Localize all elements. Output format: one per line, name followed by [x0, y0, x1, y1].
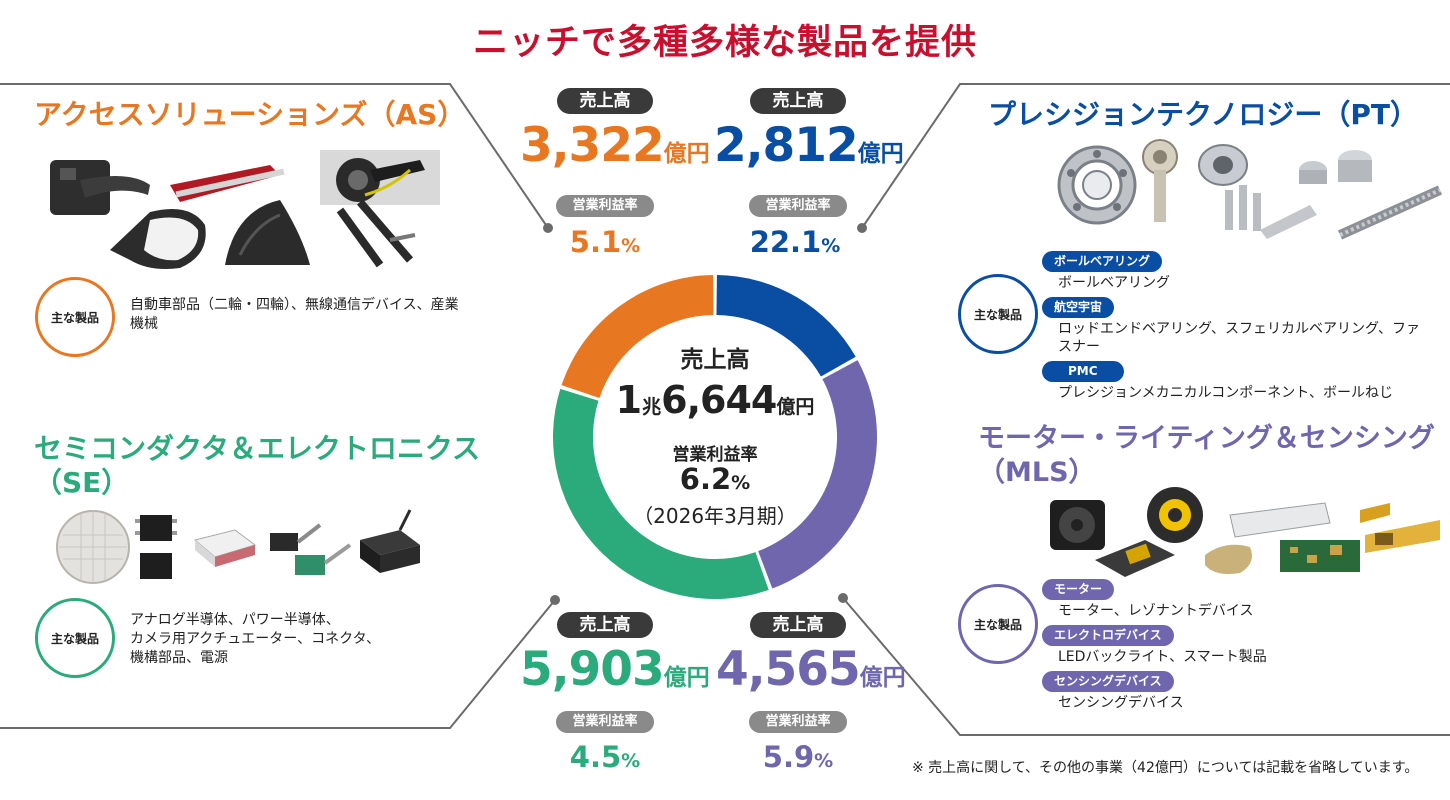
mls-category-text: LEDバックライト、スマート製品	[1058, 649, 1267, 665]
chip-image	[135, 515, 177, 579]
pt-sales-value: 2,812億円	[714, 118, 904, 173]
se-segment-title: セミコンダクタ＆エレクトロニクス （SE）	[34, 432, 481, 499]
as-sales-label: 売上高	[557, 88, 653, 114]
se-sales-value: 5,903億円	[520, 642, 710, 697]
as-product-images	[50, 150, 440, 269]
mls-category-text: モーター、レゾナントデバイス	[1058, 603, 1254, 619]
connector-image	[270, 523, 352, 575]
pt-category-label: 航空宇宙	[1042, 297, 1115, 318]
pmc-component-image	[1299, 150, 1372, 184]
ball-bearing-image	[1057, 145, 1137, 225]
shark-fin-antenna-image	[225, 200, 310, 265]
se-margin-label: 営業利益率	[556, 711, 654, 733]
actuator-image	[193, 529, 257, 567]
sales-donut-chart	[553, 275, 877, 599]
center-margin-label: 営業利益率	[672, 445, 758, 465]
se-product-images	[56, 509, 420, 584]
donut-slice-mls	[758, 360, 877, 589]
pt-sales-label: 売上高	[750, 88, 846, 114]
power-supply-image	[360, 509, 420, 573]
pt-category-text: プレシジョンメカニカルコンポーネント、ボールねじ	[1058, 385, 1394, 401]
ball-screw-image	[1337, 185, 1443, 240]
mls-sales-value: 4,565億円	[716, 642, 906, 697]
donut-slice-as	[561, 275, 714, 398]
donut-slice-se	[553, 388, 769, 599]
mls-category-label: エレクトロデバイス	[1042, 625, 1174, 646]
pt-category-pmc: PMC プレシジョンメカニカルコンポーネント、ボールねじ	[1042, 360, 1442, 402]
as-margin-value: 5.1%	[569, 225, 641, 259]
mls-main-products-badge: 主な製品	[958, 584, 1038, 664]
pt-segment-title: プレシジョンテクノロジー（PT）	[988, 98, 1418, 131]
pt-category-aerospace: 航空宇宙 ロッドエンドベアリング、スフェリカルベアリング、ファスナー	[1042, 296, 1442, 356]
rod-end-bearing-image	[1142, 139, 1178, 222]
mls-category-motor: モーター モーター、レゾナントデバイス	[1042, 578, 1442, 620]
mls-category-text: センシングデバイス	[1058, 695, 1184, 711]
as-sales-value: 3,322億円	[520, 118, 710, 173]
pt-main-products-badge: 主な製品	[958, 274, 1038, 354]
center-margin-value: 6.2%	[679, 462, 751, 496]
donut-slice-pt	[716, 275, 856, 377]
pt-category-label: ボールベアリング	[1042, 251, 1163, 272]
as-products-text: 自動車部品（二輪・四輪）、無線通信デバイス、産業機械	[130, 297, 459, 332]
pt-category-text: ロッドエンドベアリング、スフェリカルベアリング、ファスナー	[1058, 321, 1421, 355]
center-period: （2026年3月期）	[633, 504, 797, 528]
wafer-image	[56, 510, 130, 584]
footnote: ※ 売上高に関して、その他の事業（42億円）については記載を省略しています。	[912, 760, 1419, 776]
pt-margin-value: 22.1%	[749, 225, 841, 259]
mls-category-list: モーター モーター、レゾナントデバイス エレクトロデバイス LEDバックライト、…	[1042, 578, 1442, 712]
mls-category-label: センシングデバイス	[1042, 671, 1174, 692]
pt-margin-label: 営業利益率	[749, 195, 847, 217]
center-sales-label: 売上高	[680, 347, 750, 373]
pt-category-label: PMC	[1042, 361, 1124, 382]
ev-charger-image	[320, 150, 440, 205]
mls-category-label: モーター	[1042, 579, 1115, 600]
se-products-text: アナログ半導体、パワー半導体、 カメラ用アクチュエーター、コネクタ、 機構部品、…	[130, 612, 381, 666]
fan-motor-image	[1050, 500, 1105, 550]
pt-category-text: ボールベアリング	[1058, 275, 1170, 291]
mls-category-sensing-device: センシングデバイス センシングデバイス	[1042, 670, 1442, 712]
as-main-products-badge: 主な製品	[35, 277, 115, 357]
antenna-image	[336, 199, 416, 268]
smart-product-image	[1280, 540, 1360, 572]
pt-category-list: ボールベアリング ボールベアリング 航空宇宙 ロッドエンドベアリング、スフェリカ…	[1042, 250, 1442, 402]
red-handle-image	[170, 165, 285, 202]
se-main-products-badge: 主な製品	[35, 598, 115, 678]
pt-product-images	[1057, 139, 1443, 240]
as-segment-title: アクセスソリューションズ（AS）	[34, 98, 466, 131]
mls-margin-label: 営業利益率	[749, 711, 847, 733]
mls-product-images	[1050, 487, 1440, 577]
side-mirror-image	[110, 208, 206, 269]
door-latch-image	[50, 160, 150, 215]
page-title: ニッチで多種多様な製品を提供	[472, 23, 977, 63]
led-backlight-image	[1205, 502, 1331, 574]
mls-margin-value: 5.9%	[762, 740, 834, 774]
sensing-device-image	[1360, 503, 1440, 553]
center-sales-value: 1兆6,644億円	[615, 378, 815, 422]
as-margin-label: 営業利益率	[556, 195, 654, 217]
mls-segment-title: モーター・ライティング＆センシング （MLS）	[978, 423, 1435, 488]
mls-category-electro-device: エレクトロデバイス LEDバックライト、スマート製品	[1042, 624, 1442, 666]
fastener-image	[1225, 185, 1317, 239]
se-sales-label: 売上高	[557, 612, 653, 638]
pt-category-ball-bearing: ボールベアリング ボールベアリング	[1042, 250, 1442, 292]
mls-sales-label: 売上高	[750, 612, 846, 638]
se-margin-value: 4.5%	[569, 740, 641, 774]
spherical-bearing-image	[1198, 144, 1248, 186]
resonant-device-image	[1095, 487, 1203, 577]
